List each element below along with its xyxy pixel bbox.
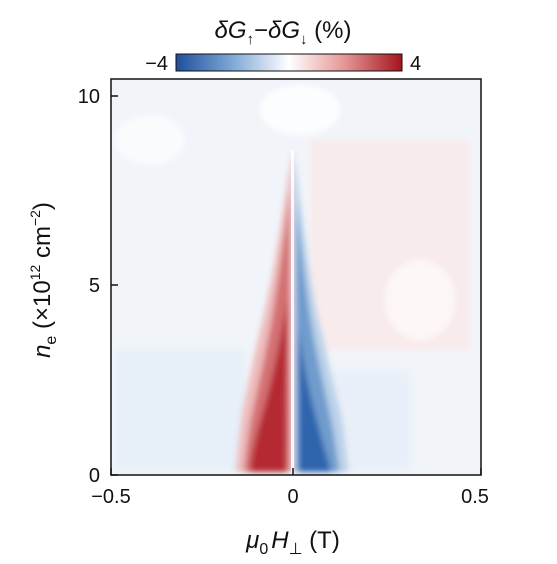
x-tick-label-plus-half: 0.5 <box>461 486 489 508</box>
x-axis-ticks <box>110 468 482 475</box>
y-axis-ticks <box>111 95 118 476</box>
y-tick-label-5: 5 <box>89 275 100 297</box>
x-tick-label-zero: 0 <box>287 486 298 508</box>
colorbar-max-label: 4 <box>410 53 421 75</box>
y-tick-label-0: 0 <box>89 465 100 487</box>
y-tick-label-10: 10 <box>78 86 100 108</box>
zero-field-gap <box>291 150 294 475</box>
white-patch-3 <box>385 260 455 340</box>
plot-frame <box>110 78 482 476</box>
blue-lobe-core <box>299 330 331 472</box>
colorbar-title: δG↑−δG↓ (%) <box>214 17 351 48</box>
white-patch-2 <box>115 115 185 165</box>
x-axis-label: μ0 H⊥ (T) <box>245 527 340 558</box>
colorbar <box>175 53 403 72</box>
red-lobe-core <box>250 300 287 472</box>
heatmap-field <box>111 79 481 475</box>
colorbar-min-label: −4 <box>145 53 168 75</box>
faint-blue-region-left <box>115 350 245 470</box>
y-axis-label: ne (×1012 cm−2) <box>27 202 60 358</box>
x-tick-label-minus-half: −0.5 <box>91 486 130 508</box>
white-patch <box>260 85 340 135</box>
